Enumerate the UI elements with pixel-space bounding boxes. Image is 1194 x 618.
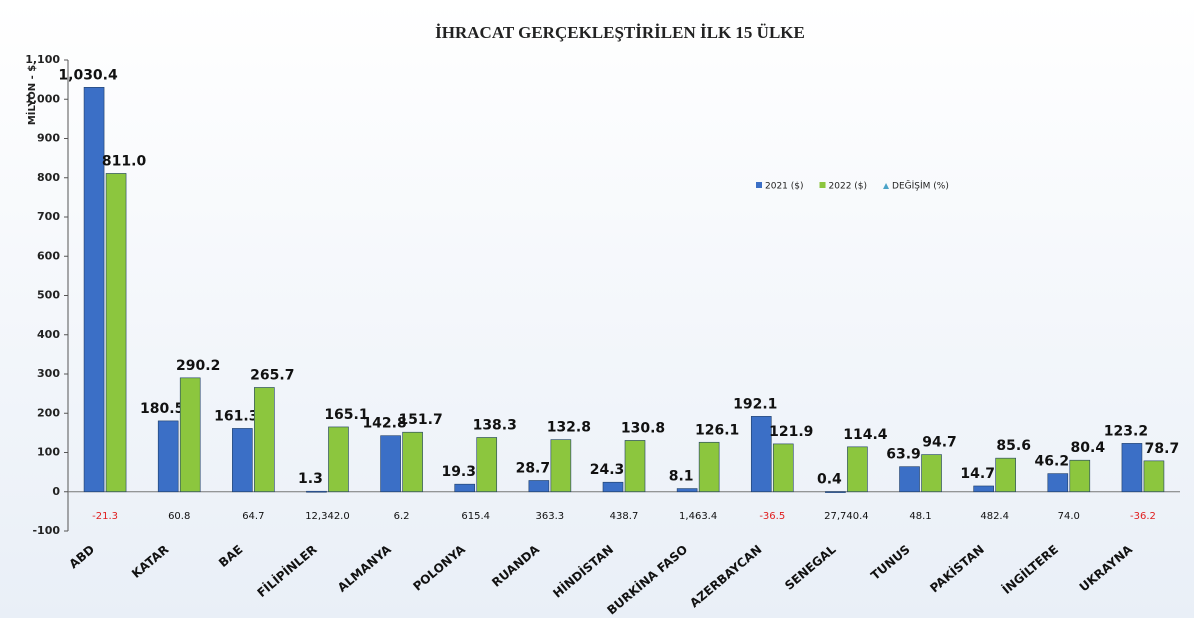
y-tick-label: 200: [37, 406, 60, 419]
data-label: 80.4: [1071, 440, 1106, 456]
y-tick-label: -100: [32, 524, 60, 537]
change-label: 6.2: [394, 511, 410, 522]
legend-label: 2021 ($): [765, 182, 804, 192]
legend-label: 2022 ($): [829, 182, 868, 192]
y-tick-label: 0: [52, 485, 60, 498]
data-label: 138.3: [473, 417, 517, 433]
y-tick-label: 800: [37, 171, 60, 184]
bar: [476, 437, 498, 493]
bar: [402, 431, 423, 493]
bar: [921, 454, 942, 493]
data-label: 28.7: [516, 460, 551, 476]
y-tick-label: 600: [37, 249, 60, 262]
bar: [328, 426, 349, 493]
change-label: 74.0: [1058, 511, 1080, 522]
data-label: 46.2: [1035, 454, 1070, 470]
data-label: 811.0: [102, 153, 147, 169]
bar: [624, 440, 646, 493]
bar: [772, 443, 794, 493]
data-label: 142.8: [362, 416, 406, 432]
legend-swatch: [819, 182, 826, 188]
bar: [83, 87, 105, 493]
y-tick-label: 500: [37, 289, 60, 302]
bar: [1143, 460, 1165, 493]
data-label: 94.7: [922, 435, 957, 451]
y-tick-label: 700: [37, 210, 60, 223]
change-label: 1,463.4: [679, 511, 717, 522]
bar: [973, 485, 994, 493]
bar: [157, 420, 179, 493]
bar: [254, 387, 275, 493]
data-label: 165.1: [324, 407, 368, 423]
bar: [550, 439, 572, 493]
data-label: 192.1: [733, 396, 777, 412]
data-label: 78.7: [1145, 441, 1180, 457]
data-label: 1.3: [298, 471, 323, 487]
data-label: 24.3: [590, 462, 625, 478]
bar: [380, 435, 401, 493]
y-tick-label: 1,100: [25, 53, 60, 66]
change-label: 60.8: [168, 511, 190, 522]
bar: [528, 480, 550, 493]
bar: [698, 441, 720, 493]
data-label: 14.7: [960, 466, 995, 482]
y-tick-label: 1,000: [25, 92, 60, 105]
y-tick-label: 100: [37, 446, 60, 459]
data-label: 130.8: [621, 420, 665, 436]
bar: [454, 483, 476, 493]
bar: [1069, 459, 1091, 493]
data-label: 85.6: [996, 438, 1031, 454]
data-label: 0.4: [817, 472, 842, 488]
change-label: 12,342.0: [305, 511, 350, 522]
legend-swatch: [756, 182, 762, 188]
y-tick-label: 900: [37, 132, 60, 145]
change-label: 438.7: [610, 511, 639, 522]
data-label: 8.1: [669, 469, 694, 485]
bar: [232, 428, 253, 493]
bar: [750, 416, 772, 493]
data-label: 19.3: [441, 464, 476, 480]
change-label: 27,740.4: [824, 511, 869, 522]
change-label: -21.3: [92, 511, 118, 522]
data-label: 161.3: [214, 408, 258, 424]
y-axis-label: MİLYON - $: [24, 65, 38, 125]
change-label: 48.1: [909, 511, 931, 522]
data-label: 180.5: [140, 401, 184, 417]
data-label: 132.8: [547, 420, 591, 436]
bar: [995, 457, 1016, 493]
bar: [1047, 473, 1069, 493]
y-tick-label: 300: [37, 367, 60, 380]
data-label: 265.7: [250, 367, 294, 383]
bar: [105, 173, 127, 493]
bar: [602, 481, 624, 493]
bar: [847, 446, 868, 493]
change-label: -36.2: [1130, 511, 1156, 522]
data-label: 63.9: [886, 447, 921, 463]
data-label: 121.9: [769, 424, 813, 440]
change-label: 615.4: [461, 511, 490, 522]
change-label: -36.5: [759, 511, 785, 522]
bar: [825, 491, 846, 493]
data-label: 290.2: [176, 358, 220, 374]
change-label: 64.7: [242, 511, 264, 522]
bar: [676, 488, 698, 493]
data-label: 1,030.4: [58, 67, 118, 83]
change-label: 363.3: [536, 511, 565, 522]
data-label: 151.7: [398, 412, 442, 428]
bar: [899, 466, 920, 493]
change-label: 482.4: [980, 511, 1009, 522]
bar: [1121, 443, 1143, 493]
chart-title: İHRACAT GERÇEKLEŞTİRİLEN İLK 15 ÜLKE: [435, 23, 805, 42]
legend-swatch: [883, 183, 890, 189]
y-tick-label: 400: [37, 328, 60, 341]
legend-label: DEĞİŞİM (%): [892, 180, 949, 192]
bar: [306, 490, 327, 493]
data-label: 123.2: [1104, 423, 1148, 439]
data-label: 114.4: [843, 427, 888, 443]
bar: [179, 377, 201, 493]
data-label: 126.1: [695, 422, 739, 438]
